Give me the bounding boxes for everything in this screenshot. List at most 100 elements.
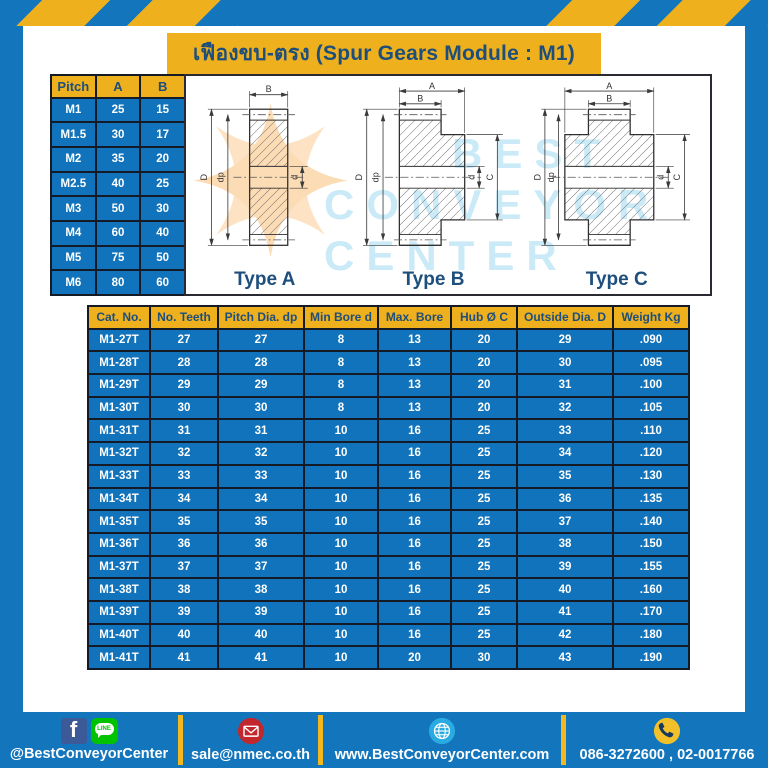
no-teeth-cell: 32 <box>149 441 219 466</box>
type-c-label: Type C <box>585 269 648 290</box>
outside-dia-cell: 40 <box>516 577 614 602</box>
weight-cell: .160 <box>612 577 690 602</box>
cat-no-cell: M1-35T <box>87 509 151 534</box>
email-icon[interactable] <box>237 717 265 745</box>
spec-row: M1-35T 35 35 10 16 25 37 .140 <box>87 509 690 534</box>
min-bore-cell: 10 <box>303 509 379 534</box>
content-sheet: เฟืองขบ-ตรง (Spur Gears Module : M1) Pit… <box>23 26 745 712</box>
pitch-dia-cell: 41 <box>217 645 305 670</box>
max-bore-cell: 16 <box>377 486 452 512</box>
no-teeth-cell: 41 <box>149 645 219 670</box>
b-cell: 40 <box>139 219 186 247</box>
globe-icon[interactable] <box>428 717 456 745</box>
outside-dia-cell: 34 <box>516 441 614 466</box>
phone-icon[interactable] <box>653 717 681 745</box>
cat-no-cell: M1-41T <box>87 645 151 670</box>
pitch-cell: M4 <box>50 219 97 247</box>
cat-no-cell: M1-40T <box>87 622 151 648</box>
column-header-max-bore: Max. Bore <box>377 305 452 330</box>
social-section: f LINE @BestConveyorCenter <box>0 712 178 768</box>
pitch-dia-cell: 31 <box>217 418 305 444</box>
social-icons: f LINE <box>60 718 118 744</box>
weight-cell: .100 <box>612 373 690 398</box>
pitch-cell: M5 <box>50 244 97 272</box>
min-bore-cell: 10 <box>303 577 379 602</box>
social-handle[interactable]: @BestConveyorCenter <box>9 746 169 762</box>
phone-numbers[interactable]: 086-3272600 , 02-0017766 <box>579 747 755 763</box>
min-bore-cell: 10 <box>303 599 379 625</box>
line-icon[interactable]: LINE <box>90 718 118 744</box>
spec-row: M1-29T 29 29 8 13 20 31 .100 <box>87 373 690 398</box>
pitch-row: M1.5 30 17 <box>50 121 186 148</box>
cat-no-cell: M1-32T <box>87 441 151 466</box>
cat-no-cell: M1-31T <box>87 418 151 444</box>
pitch-row: M2.5 40 25 <box>50 170 186 198</box>
pitch-cell: M6 <box>50 269 97 296</box>
svg-text:d: d <box>289 175 299 180</box>
max-bore-cell: 13 <box>377 327 452 353</box>
svg-text:A: A <box>429 82 436 91</box>
min-bore-cell: 10 <box>303 486 379 512</box>
cat-no-cell: M1-28T <box>87 350 151 376</box>
max-bore-cell: 16 <box>377 463 452 489</box>
top-section: Pitch A B M1 25 15 M1.5 <box>50 74 712 296</box>
page-title: เฟืองขบ-ตรง (Spur Gears Module : M1) <box>167 33 601 76</box>
hazard-stripes-left <box>0 0 238 26</box>
footer-divider <box>318 715 323 765</box>
hub-c-cell: 25 <box>450 554 518 580</box>
outside-dia-cell: 30 <box>516 350 614 376</box>
pitch-row: M3 50 30 <box>50 195 186 222</box>
hazard-stripe-bar <box>0 0 768 26</box>
b-cell: 15 <box>139 96 186 124</box>
no-teeth-cell: 27 <box>149 327 219 353</box>
outside-dia-cell: 39 <box>516 554 614 580</box>
pitch-dia-cell: 27 <box>217 327 305 353</box>
svg-text:dp: dp <box>215 172 225 182</box>
facebook-icon[interactable]: f <box>60 718 87 744</box>
weight-cell: .095 <box>612 350 690 376</box>
max-bore-cell: 16 <box>377 622 452 648</box>
a-cell: 60 <box>94 219 142 247</box>
no-teeth-cell: 30 <box>149 395 219 421</box>
spec-row: M1-34T 34 34 10 16 25 36 .135 <box>87 486 690 512</box>
cat-no-cell: M1-27T <box>87 327 151 353</box>
outside-dia-cell: 38 <box>516 531 614 557</box>
contact-footer: f LINE @BestConveyorCenter sale@nmec.co.… <box>0 712 768 768</box>
cat-no-cell: M1-39T <box>87 599 151 625</box>
max-bore-cell: 16 <box>377 441 452 466</box>
spec-row: M1-30T 30 30 8 13 20 32 .105 <box>87 395 690 421</box>
phone-section: 086-3272600 , 02-0017766 <box>566 712 768 768</box>
hub-c-cell: 25 <box>450 599 518 625</box>
svg-text:D: D <box>199 174 209 181</box>
no-teeth-cell: 36 <box>149 531 219 557</box>
column-header-b: B <box>139 74 186 99</box>
outside-dia-cell: 36 <box>516 486 614 512</box>
spec-row: M1-28T 28 28 8 13 20 30 .095 <box>87 350 690 376</box>
type-a-diagram: B D dp d Type A <box>197 82 333 291</box>
type-b-drawing: A B D dp d <box>354 82 503 247</box>
b-cell: 25 <box>139 170 186 198</box>
svg-text:d: d <box>656 175 666 180</box>
a-cell: 25 <box>94 96 142 124</box>
max-bore-cell: 16 <box>377 509 452 534</box>
hub-c-cell: 25 <box>450 531 518 557</box>
weight-cell: .120 <box>612 441 690 466</box>
pitch-dimension-table: Pitch A B M1 25 15 M1.5 <box>50 74 186 296</box>
no-teeth-cell: 28 <box>149 350 219 376</box>
column-header-hub-c: Hub Ø C <box>450 305 518 330</box>
weight-cell: .190 <box>612 645 690 670</box>
pitch-dia-cell: 34 <box>217 486 305 512</box>
no-teeth-cell: 40 <box>149 622 219 648</box>
svg-text:B: B <box>606 94 612 104</box>
email-address[interactable]: sale@nmec.co.th <box>191 747 310 763</box>
cat-no-cell: M1-30T <box>87 395 151 421</box>
type-b-diagram: A B D dp d <box>354 82 513 291</box>
gear-spec-table: Cat. No. No. Teeth Pitch Dia. dp Min Bor… <box>87 305 690 670</box>
a-cell: 30 <box>94 121 142 148</box>
max-bore-cell: 13 <box>377 395 452 421</box>
outside-dia-cell: 32 <box>516 395 614 421</box>
min-bore-cell: 10 <box>303 531 379 557</box>
max-bore-cell: 16 <box>377 418 452 444</box>
min-bore-cell: 8 <box>303 327 379 353</box>
website-url[interactable]: www.BestConveyorCenter.com <box>334 747 550 763</box>
